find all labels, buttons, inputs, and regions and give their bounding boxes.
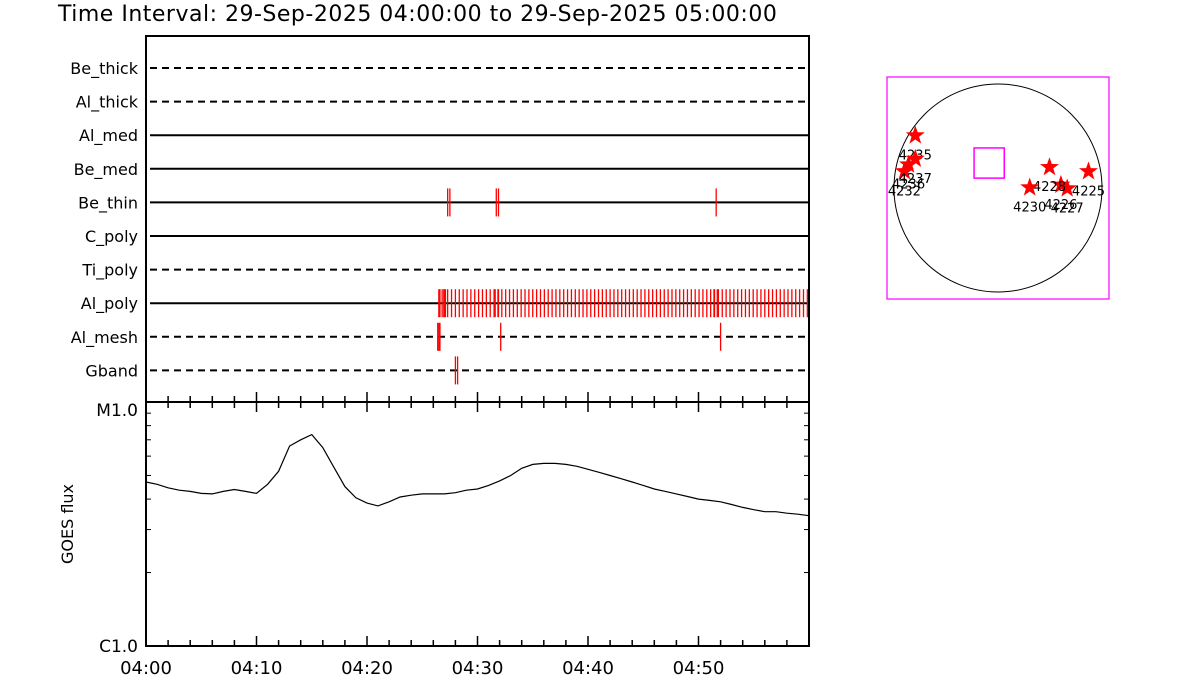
y-axis-label: GOES flux bbox=[58, 484, 77, 564]
x-tick-label: 04:20 bbox=[341, 658, 393, 679]
active-region-marker bbox=[1079, 161, 1098, 180]
channel-label: Gband bbox=[85, 361, 138, 380]
active-region-label: 4237 bbox=[899, 172, 932, 187]
channel-label: Al_thick bbox=[76, 93, 139, 113]
active-region-label: 4226 bbox=[1044, 198, 1077, 213]
x-tick-label: 04:10 bbox=[231, 658, 283, 679]
solar-limb bbox=[893, 83, 1103, 293]
active-region-label: 4228 bbox=[1033, 180, 1066, 195]
fov-box bbox=[973, 147, 1005, 179]
goes-frame bbox=[145, 401, 810, 647]
channel-label: Al_med bbox=[79, 126, 138, 146]
channel-label: Be_med bbox=[74, 160, 138, 180]
active-region-marker bbox=[1057, 178, 1077, 197]
active-region-label: 4236 bbox=[892, 178, 925, 193]
channel-label: Ti_poly bbox=[81, 261, 138, 281]
map-frame bbox=[886, 76, 1110, 300]
x-tick-label: 04:30 bbox=[452, 658, 504, 679]
solar-disk-map: 422542264227422842304232423542364237 bbox=[886, 76, 1110, 300]
page-title: Time Interval: 29-Sep-2025 04:00:00 to 2… bbox=[58, 2, 778, 27]
channel-label: Be_thin bbox=[78, 193, 138, 213]
active-region-label: 4232 bbox=[888, 184, 921, 199]
x-tick-label: 04:00 bbox=[120, 658, 172, 679]
active-region-marker bbox=[905, 148, 925, 167]
y-tick-label: C1.0 bbox=[99, 637, 138, 657]
goes-flux-line bbox=[145, 433, 810, 517]
y-tick-label: M1.0 bbox=[96, 401, 138, 421]
channel-label: Be_thick bbox=[70, 59, 138, 79]
channel-label: Al_mesh bbox=[71, 328, 138, 348]
active-region-marker bbox=[1020, 177, 1040, 196]
active-region-marker bbox=[899, 154, 919, 173]
channel-label: Al_poly bbox=[81, 294, 138, 314]
active-region-label: 4230 bbox=[1013, 200, 1046, 215]
x-tick-label: 04:50 bbox=[673, 658, 725, 679]
x-tick-label: 04:40 bbox=[562, 658, 614, 679]
event-timeline-panel: Be_thick Al_thick Al_med Be_med Be_thin C_pol… bbox=[70, 35, 810, 403]
goes-flux-panel: 04:00 04:10 04:20 04:30 04:40 04:50 M1.0 C1.0 GO… bbox=[58, 401, 810, 679]
active-region-label: 4227 bbox=[1051, 202, 1084, 217]
channel-label: C_poly bbox=[85, 227, 138, 247]
active-region-label: 4225 bbox=[1072, 184, 1105, 199]
active-region-marker bbox=[905, 125, 925, 144]
active-region-marker bbox=[1040, 157, 1059, 176]
timeline-frame bbox=[145, 35, 810, 403]
active-region-marker bbox=[1051, 174, 1071, 193]
